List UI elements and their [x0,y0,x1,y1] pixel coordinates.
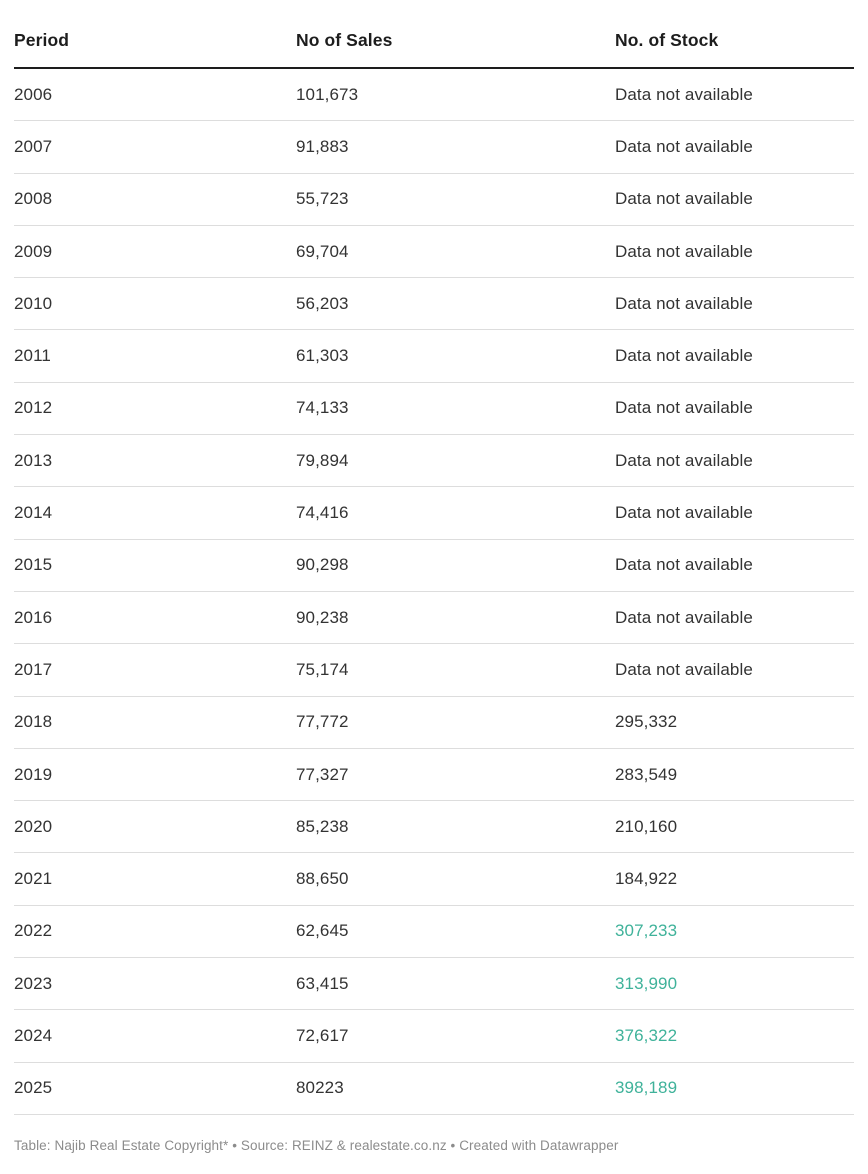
sales-cell: 74,416 [296,486,615,540]
period-cell: 2020 [14,800,296,854]
stock-cell: Data not available [615,120,854,174]
table-attribution: Table: Najib Real Estate Copyright* • So… [14,1137,619,1153]
real-estate-table: Period No of Sales No. of Stock 2006 101,… [14,0,854,1115]
period-cell: 2017 [14,643,296,697]
sales-cell: 101,673 [296,68,615,122]
table-row: 2008 55,723 Data not available [14,173,854,226]
stock-cell: 210,160 [615,800,854,854]
sales-cell: 74,133 [296,382,615,436]
stock-cell: Data not available [615,591,854,645]
table-row: 2023 63,415 313,990 [14,957,854,1011]
sales-cell: 72,617 [296,1009,615,1063]
sales-cell: 91,883 [296,120,615,174]
stock-cell: Data not available [615,643,854,697]
table-row: 2016 90,238 Data not available [14,591,854,645]
table-row: 2015 90,298 Data not available [14,539,854,592]
stock-cell: Data not available [615,329,854,383]
stock-cell: 376,322 [615,1009,854,1063]
table-row: 2022 62,645 307,233 [14,905,854,959]
period-cell: 2009 [14,225,296,279]
period-cell: 2016 [14,591,296,645]
period-cell: 2021 [14,852,296,906]
sales-cell: 55,723 [296,173,615,226]
sales-cell: 80223 [296,1062,615,1115]
period-cell: 2013 [14,434,296,488]
stock-cell: Data not available [615,382,854,436]
table-row: 2007 91,883 Data not available [14,120,854,174]
sales-cell: 75,174 [296,643,615,697]
stock-cell: 313,990 [615,957,854,1011]
period-cell: 2015 [14,539,296,592]
stock-cell: 283,549 [615,748,854,802]
period-cell: 2007 [14,120,296,174]
table-row: 2010 56,203 Data not available [14,277,854,331]
sales-cell: 61,303 [296,329,615,383]
header-row: Period No of Sales No. of Stock [14,0,854,69]
table-row: 2013 79,894 Data not available [14,434,854,488]
stock-cell: Data not available [615,486,854,540]
period-cell: 2024 [14,1009,296,1063]
sales-cell: 69,704 [296,225,615,279]
table-row: 2018 77,772 295,332 [14,696,854,749]
period-cell: 2012 [14,382,296,436]
table-row: 2011 61,303 Data not available [14,329,854,383]
column-header-sales: No of Sales [296,0,615,69]
stock-cell: Data not available [615,225,854,279]
period-cell: 2006 [14,68,296,122]
sales-cell: 62,645 [296,905,615,959]
sales-cell: 77,772 [296,696,615,749]
period-cell: 2011 [14,329,296,383]
period-cell: 2008 [14,173,296,226]
stock-cell: Data not available [615,277,854,331]
sales-cell: 90,238 [296,591,615,645]
sales-cell: 85,238 [296,800,615,854]
stock-cell: Data not available [615,173,854,226]
stock-cell: 295,332 [615,696,854,749]
stock-cell: 307,233 [615,905,854,959]
table-row: 2017 75,174 Data not available [14,643,854,697]
table-row: 2009 69,704 Data not available [14,225,854,279]
table-row: 2014 74,416 Data not available [14,486,854,540]
period-cell: 2022 [14,905,296,959]
stock-cell: Data not available [615,434,854,488]
sales-cell: 79,894 [296,434,615,488]
table-row: 2025 80223 398,189 [14,1062,854,1115]
period-cell: 2018 [14,696,296,749]
period-cell: 2014 [14,486,296,540]
period-cell: 2019 [14,748,296,802]
table-row: 2019 77,327 283,549 [14,748,854,802]
stock-cell: 398,189 [615,1062,854,1115]
sales-cell: 90,298 [296,539,615,592]
period-cell: 2023 [14,957,296,1011]
table-row: 2021 88,650 184,922 [14,852,854,906]
table-header: Period No of Sales No. of Stock [14,0,854,69]
period-cell: 2025 [14,1062,296,1115]
stock-cell: Data not available [615,539,854,592]
stock-cell: 184,922 [615,852,854,906]
table-row: 2012 74,133 Data not available [14,382,854,436]
table-row: 2024 72,617 376,322 [14,1009,854,1063]
period-cell: 2010 [14,277,296,331]
stock-cell: Data not available [615,68,854,122]
column-header-period: Period [14,0,296,69]
sales-cell: 56,203 [296,277,615,331]
sales-cell: 77,327 [296,748,615,802]
column-header-stock: No. of Stock [615,0,854,69]
table-row: 2020 85,238 210,160 [14,800,854,854]
table-body: 2006 101,673 Data not available 2007 91,883 D… [14,68,854,1115]
sales-cell: 88,650 [296,852,615,906]
table-row: 2006 101,673 Data not available [14,68,854,122]
sales-cell: 63,415 [296,957,615,1011]
